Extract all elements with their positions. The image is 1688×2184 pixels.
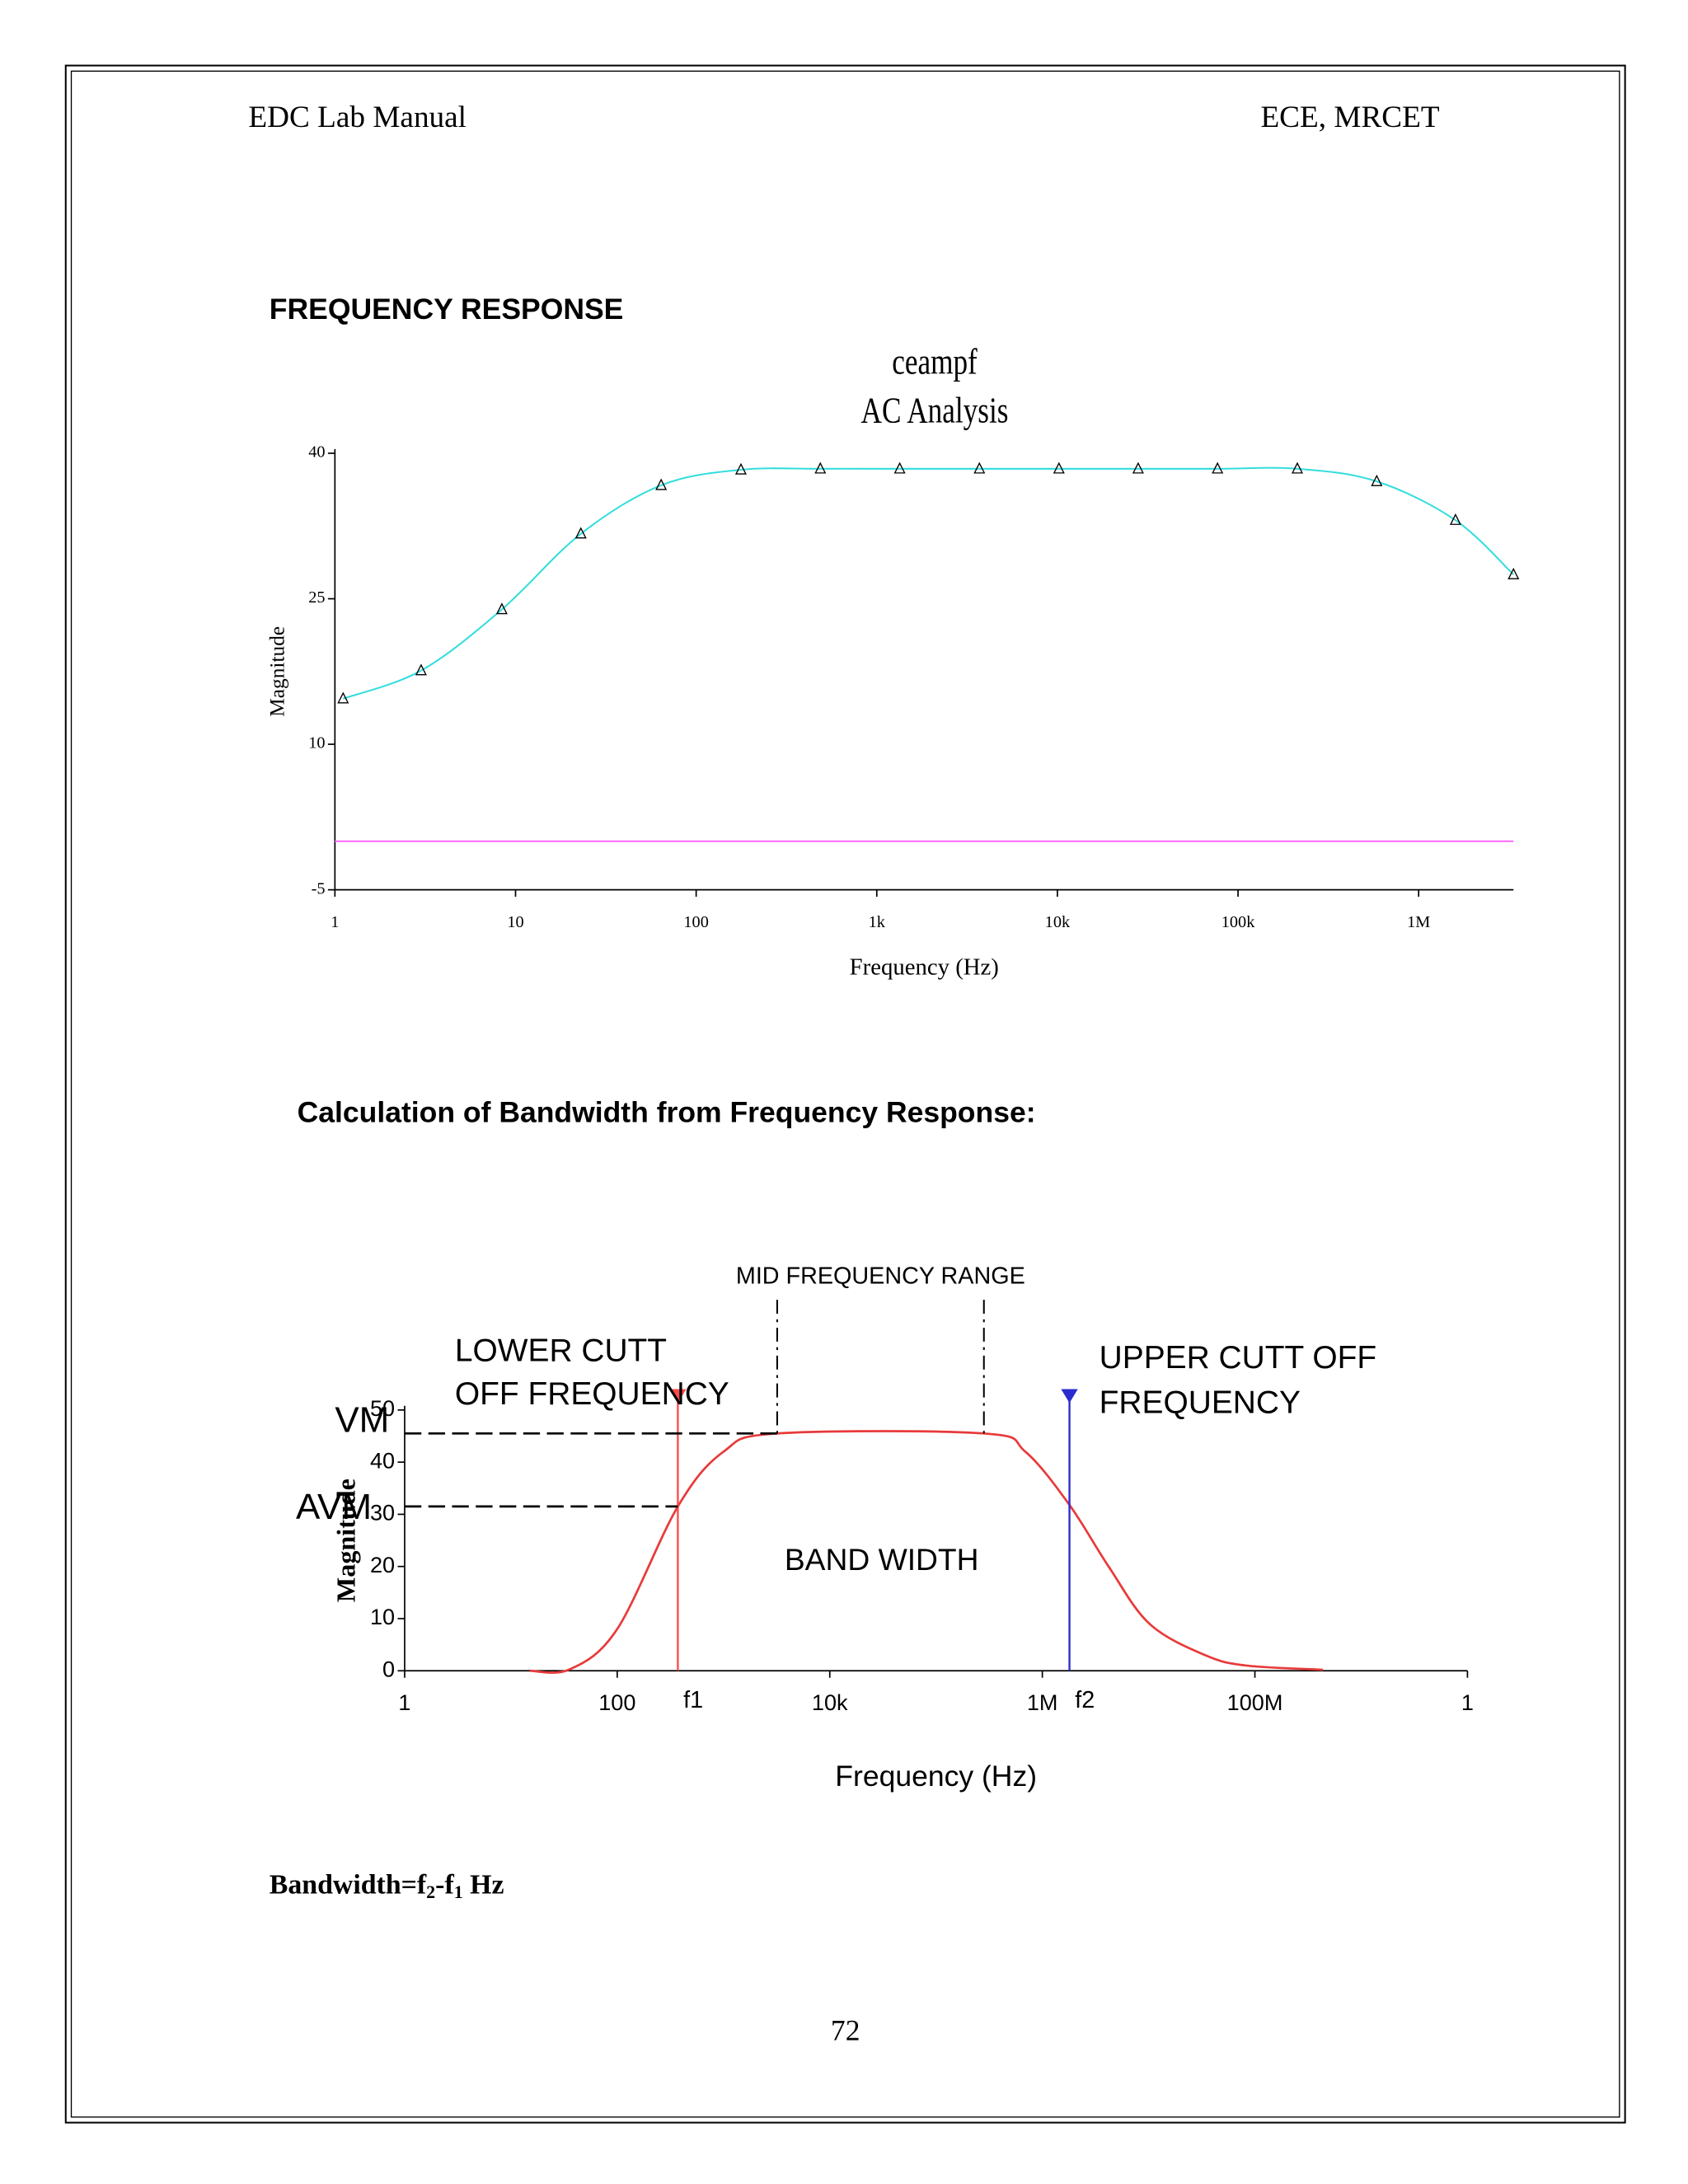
point-marker bbox=[415, 663, 427, 676]
y-tick-label: 20 bbox=[370, 1552, 395, 1577]
y-tick-label: 50 bbox=[370, 1395, 395, 1421]
formula-text: Bandwidth=f bbox=[270, 1869, 427, 1900]
point-marker bbox=[1292, 462, 1304, 474]
lower-cutoff-label: LOWER CUTT bbox=[455, 1333, 667, 1369]
series-line bbox=[529, 1430, 1324, 1674]
band-width-label: BAND WIDTH bbox=[785, 1542, 979, 1577]
point-marker bbox=[495, 602, 508, 615]
cutoff-marker bbox=[1061, 1389, 1078, 1404]
y-tick-label: 30 bbox=[370, 1500, 395, 1526]
chart-title: ceampf bbox=[892, 341, 978, 382]
point-marker bbox=[1371, 474, 1383, 486]
page-number: 72 bbox=[831, 2013, 860, 2046]
cutoff-label: f1 bbox=[683, 1687, 703, 1713]
point-marker bbox=[1449, 513, 1461, 525]
lower-cutoff-label: OFF FREQUENCY bbox=[455, 1376, 729, 1412]
y-axis-label: Magnitude bbox=[331, 1479, 361, 1602]
point-marker bbox=[1132, 462, 1144, 474]
y-tick-label: 10 bbox=[308, 734, 325, 752]
subscript: 1 bbox=[454, 1882, 463, 1902]
point-marker bbox=[1507, 567, 1520, 579]
point-marker bbox=[655, 478, 668, 490]
x-axis-label: Frequency (Hz) bbox=[835, 1760, 1037, 1793]
y-tick-label: 25 bbox=[308, 588, 325, 607]
y-tick-label: 0 bbox=[382, 1656, 395, 1681]
formula-text: Hz bbox=[463, 1869, 504, 1900]
point-marker bbox=[973, 462, 986, 474]
x-tick-label: 1 bbox=[398, 1690, 410, 1715]
point-marker bbox=[814, 462, 827, 474]
point-marker bbox=[337, 691, 349, 704]
y-tick-label: -5 bbox=[312, 879, 326, 898]
cutoff-label: f2 bbox=[1075, 1687, 1095, 1713]
x-tick-label: 100M bbox=[1227, 1690, 1283, 1715]
header-right: ECE, MRCET bbox=[1260, 101, 1439, 134]
series-line bbox=[342, 466, 1514, 700]
chart-subtitle: AC Analysis bbox=[861, 390, 1009, 431]
point-marker bbox=[1053, 462, 1065, 474]
upper-cutoff-label: UPPER CUTT OFF bbox=[1100, 1340, 1376, 1376]
upper-cutoff-label: FREQUENCY bbox=[1100, 1385, 1301, 1420]
formula-text: -f bbox=[435, 1869, 454, 1900]
cutoff-marker bbox=[669, 1389, 687, 1404]
page-border bbox=[64, 64, 1626, 2124]
page-border-inner bbox=[70, 70, 1620, 2118]
section-heading: FREQUENCY RESPONSE bbox=[270, 293, 624, 326]
level-label: VM bbox=[335, 1399, 389, 1440]
y-tick-label: 10 bbox=[370, 1604, 395, 1629]
level-label: AVM bbox=[296, 1487, 372, 1527]
x-tick-label: 10k bbox=[812, 1690, 848, 1715]
x-tick-label: 1 bbox=[1461, 1690, 1474, 1715]
section-heading: Calculation of Bandwidth from Frequency … bbox=[298, 1095, 1036, 1128]
x-tick-label: 1M bbox=[1027, 1690, 1058, 1715]
point-marker bbox=[574, 527, 587, 539]
point-marker bbox=[734, 462, 747, 475]
x-tick-label: 100k bbox=[1221, 913, 1255, 931]
y-tick-label: 40 bbox=[308, 443, 325, 462]
header-left: EDC Lab Manual bbox=[248, 101, 467, 134]
y-axis-label: Magnitude bbox=[265, 626, 288, 717]
x-tick-label: 1M bbox=[1407, 913, 1430, 931]
x-axis-label: Frequency (Hz) bbox=[850, 954, 999, 981]
x-tick-label: 1 bbox=[331, 913, 339, 931]
point-marker bbox=[893, 462, 906, 474]
mid-range-label: MID FREQUENCY RANGE bbox=[736, 1263, 1025, 1290]
x-tick-label: 100 bbox=[598, 1690, 635, 1715]
bandwidth-formula: Bandwidth=f2-f1 Hz bbox=[270, 1869, 504, 1902]
x-tick-label: 10k bbox=[1045, 913, 1071, 931]
point-marker bbox=[1212, 462, 1224, 474]
x-tick-label: 1k bbox=[869, 913, 886, 931]
subscript: 2 bbox=[426, 1882, 435, 1902]
y-tick-label: 40 bbox=[370, 1447, 395, 1473]
x-tick-label: 10 bbox=[507, 913, 523, 931]
x-tick-label: 100 bbox=[683, 913, 708, 931]
